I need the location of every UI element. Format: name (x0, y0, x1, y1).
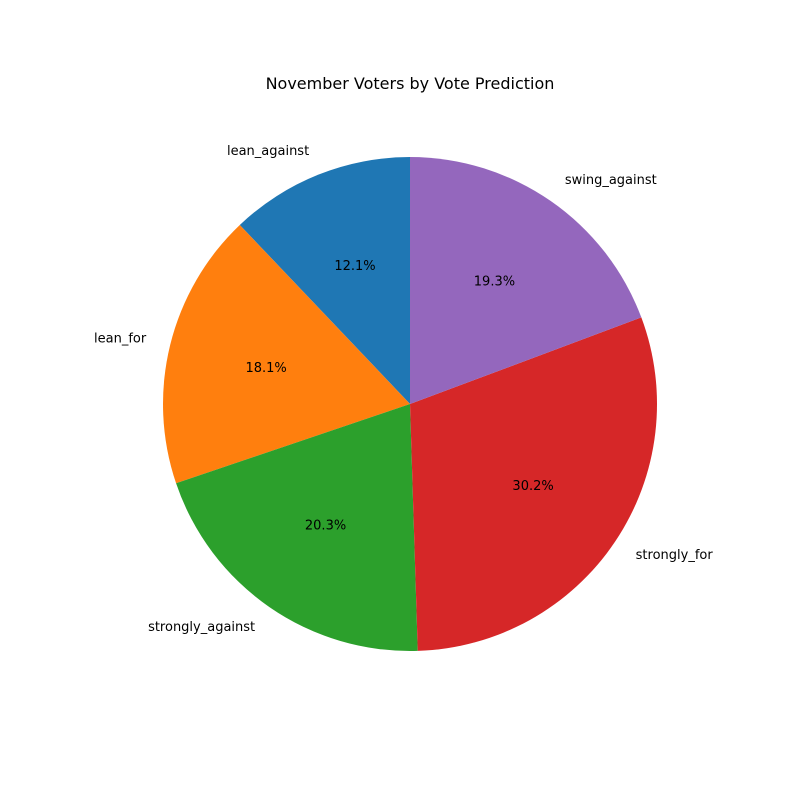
pie-labels: lean_against 12.1% lean_for 18.1% strongly_a… (94, 144, 713, 635)
pie-slices (163, 157, 658, 652)
pie-slice-lean-against (239, 157, 410, 404)
pie-slice-strongly-against (176, 404, 418, 652)
pie-slice-swing-against (410, 157, 642, 404)
slice-label-strongly-for: strongly_for (636, 548, 714, 563)
slice-label-strongly-against: strongly_against (148, 620, 255, 635)
chart-title: November Voters by Vote Prediction (266, 74, 555, 93)
slice-label-lean-against: lean_against (227, 144, 309, 159)
slice-percent-strongly-for: 30.2% (512, 479, 553, 494)
slice-percent-lean-for: 18.1% (245, 361, 286, 376)
slice-label-lean-for: lean_for (94, 331, 147, 346)
pie-slice-lean-for (163, 225, 410, 484)
slice-percent-strongly-against: 20.3% (305, 518, 346, 533)
slice-label-swing-against: swing_against (565, 173, 657, 188)
pie-slice-strongly-for (410, 317, 658, 651)
slice-percent-lean-against: 12.1% (334, 259, 375, 274)
slice-percent-swing-against: 19.3% (474, 275, 515, 290)
